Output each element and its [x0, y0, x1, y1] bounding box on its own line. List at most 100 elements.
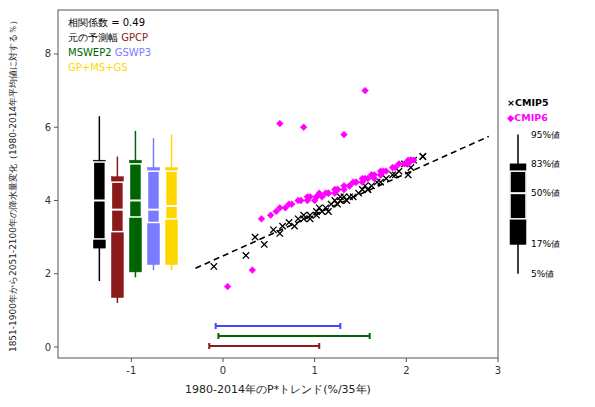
- box-median: [510, 192, 526, 194]
- box-inner: [166, 171, 178, 219]
- chart: -10123024681980-2014年のP*トレンド(%/35年)1851-…: [0, 0, 595, 407]
- y-tick-label: 2: [45, 268, 51, 279]
- trend-line: [196, 136, 489, 268]
- point-x: [420, 153, 426, 159]
- legend-line: GP+MS+GS: [68, 62, 128, 73]
- percentile-label: 5%値: [531, 269, 554, 279]
- range-cap: [369, 333, 371, 339]
- point-diamond: [273, 208, 280, 215]
- range-cap: [208, 343, 210, 349]
- series-label: ×CMIP5: [507, 97, 549, 108]
- point-diamond: [276, 120, 283, 127]
- box-inner: [510, 171, 526, 219]
- x-tick-label: 3: [495, 365, 501, 376]
- range-cap: [318, 343, 320, 349]
- x-tick-label: 0: [220, 365, 226, 376]
- axes: -10123024681980-2014年のP*トレンド(%/35年)1851-…: [8, 16, 501, 396]
- point-x: [313, 208, 319, 214]
- point-diamond: [331, 186, 338, 193]
- point-x: [243, 252, 249, 258]
- box-median: [166, 205, 178, 207]
- y-tick-label: 8: [45, 48, 51, 59]
- point-diamond: [300, 124, 307, 131]
- point-x: [291, 223, 297, 229]
- x-tick-label: 2: [403, 365, 409, 376]
- point-x: [277, 230, 283, 236]
- box-outer: [129, 160, 141, 272]
- box: [111, 157, 123, 304]
- box-inner: [129, 164, 141, 217]
- percentile-label: 95%値: [531, 130, 560, 140]
- point-diamond: [405, 157, 412, 164]
- y-tick: [54, 273, 58, 274]
- box-median: [129, 199, 141, 201]
- range-cap: [215, 323, 217, 329]
- box: [147, 138, 159, 270]
- point-x: [307, 212, 313, 218]
- point-x: [211, 263, 217, 269]
- point-x: [344, 197, 350, 203]
- legend-line: MSWEP2 GSWP3: [68, 47, 151, 58]
- box-outer: [93, 160, 105, 248]
- point-x: [334, 201, 340, 207]
- x-tick-label: 1: [311, 365, 317, 376]
- box-median: [111, 209, 123, 211]
- legend-entry: 元の予測幅: [68, 32, 121, 43]
- point-x: [270, 227, 276, 233]
- point-x: [392, 172, 398, 178]
- legend-line: 元の予測幅 GPCP: [68, 32, 148, 43]
- box-median: [147, 209, 159, 211]
- point-diamond: [325, 190, 332, 197]
- point-diamond: [258, 215, 265, 222]
- x-tick: [498, 358, 499, 362]
- point-x: [383, 175, 389, 181]
- point-diamond: [249, 267, 256, 274]
- range-cap: [217, 333, 219, 339]
- x-tick: [131, 358, 132, 362]
- y-tick-label: 0: [45, 342, 51, 353]
- point-x: [261, 241, 267, 247]
- y-tick: [54, 127, 58, 128]
- series-points: [211, 153, 426, 269]
- box-outer: [111, 177, 123, 298]
- point-diamond: [313, 193, 320, 200]
- series-label: ◆CMIP6: [507, 112, 548, 123]
- point-diamond: [362, 175, 369, 182]
- point-x: [325, 208, 331, 214]
- point-diamond: [282, 204, 289, 211]
- x-tick-label: -1: [126, 365, 136, 376]
- legend-entry: GP+MS+GS: [68, 62, 128, 73]
- box: [129, 131, 141, 278]
- box-outer: [510, 164, 526, 245]
- box-outer: [147, 168, 159, 265]
- percentile-label: 17%値: [531, 239, 560, 249]
- point-x: [337, 194, 343, 200]
- y-axis-label: 1851-1900年から2051-2100年の降水量変化（1980-2014年平…: [8, 16, 18, 352]
- point-x: [405, 172, 411, 178]
- point-x: [350, 194, 356, 200]
- box-outer: [166, 168, 178, 265]
- box-inner: [93, 162, 105, 239]
- point-diamond: [295, 197, 302, 204]
- range-line: [209, 345, 319, 347]
- y-tick-label: 6: [45, 122, 51, 133]
- range-line: [216, 325, 341, 327]
- point-x: [377, 179, 383, 185]
- point-diamond: [362, 87, 369, 94]
- range-bar: [218, 333, 369, 339]
- point-x: [286, 219, 292, 225]
- y-tick: [54, 347, 58, 348]
- x-axis-label: 1980-2014年のP*トレンド(%/35年): [185, 383, 371, 396]
- point-diamond: [224, 283, 231, 290]
- box-inner: [147, 171, 159, 222]
- point-diamond: [371, 171, 378, 178]
- point-diamond: [267, 212, 274, 219]
- point-diamond: [304, 193, 311, 200]
- point-diamond: [341, 131, 348, 138]
- box: [93, 116, 105, 281]
- range-bar: [209, 343, 319, 349]
- point-diamond: [346, 182, 353, 189]
- range-bar: [216, 323, 341, 329]
- right-box: 95%値83%値50%値17%値5%値×CMIP5◆CMIP6: [507, 97, 560, 279]
- box-inner: [111, 182, 123, 231]
